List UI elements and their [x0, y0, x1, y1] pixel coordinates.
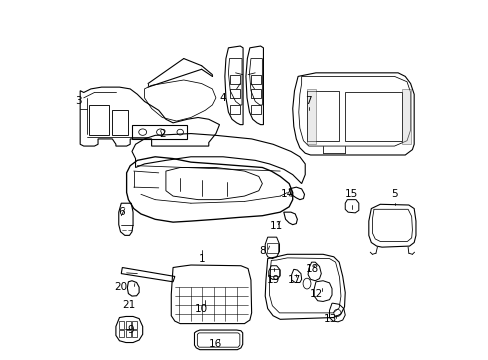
Text: 5: 5 [390, 189, 397, 199]
Text: 8: 8 [259, 247, 265, 256]
Text: 19: 19 [266, 275, 279, 285]
Bar [119, 330, 124, 337]
Text: 21: 21 [122, 300, 135, 310]
Bar [269, 269, 278, 276]
Text: 6: 6 [118, 207, 124, 217]
Bar [344, 93, 401, 141]
Text: 16: 16 [209, 339, 222, 349]
Bar [125, 330, 131, 337]
Bar [89, 105, 108, 135]
Text: 15: 15 [345, 189, 358, 199]
Text: 20: 20 [115, 282, 127, 292]
Text: 10: 10 [195, 303, 208, 314]
Text: 7: 7 [305, 96, 311, 107]
Bar [230, 105, 240, 114]
Bar [132, 125, 187, 139]
Bar [401, 89, 410, 144]
Bar [132, 330, 137, 337]
Bar [230, 75, 240, 84]
Bar [250, 89, 261, 98]
Text: 9: 9 [126, 325, 133, 335]
Text: 11: 11 [269, 221, 283, 231]
Bar [266, 243, 278, 253]
Text: 1: 1 [198, 253, 204, 264]
Text: 17: 17 [287, 275, 301, 285]
Bar [119, 321, 124, 329]
Bar [250, 105, 261, 114]
Text: 14: 14 [280, 189, 293, 199]
Text: 2: 2 [159, 129, 165, 139]
Bar [250, 75, 261, 84]
Bar [306, 89, 315, 144]
Text: 3: 3 [75, 96, 81, 107]
Bar [112, 111, 128, 135]
Text: 4: 4 [219, 93, 226, 103]
Text: 18: 18 [305, 264, 318, 274]
Bar [306, 91, 339, 141]
Bar [125, 321, 131, 329]
Bar [132, 321, 137, 329]
Text: 13: 13 [323, 314, 336, 324]
Bar [230, 89, 240, 98]
Text: 12: 12 [309, 289, 322, 299]
